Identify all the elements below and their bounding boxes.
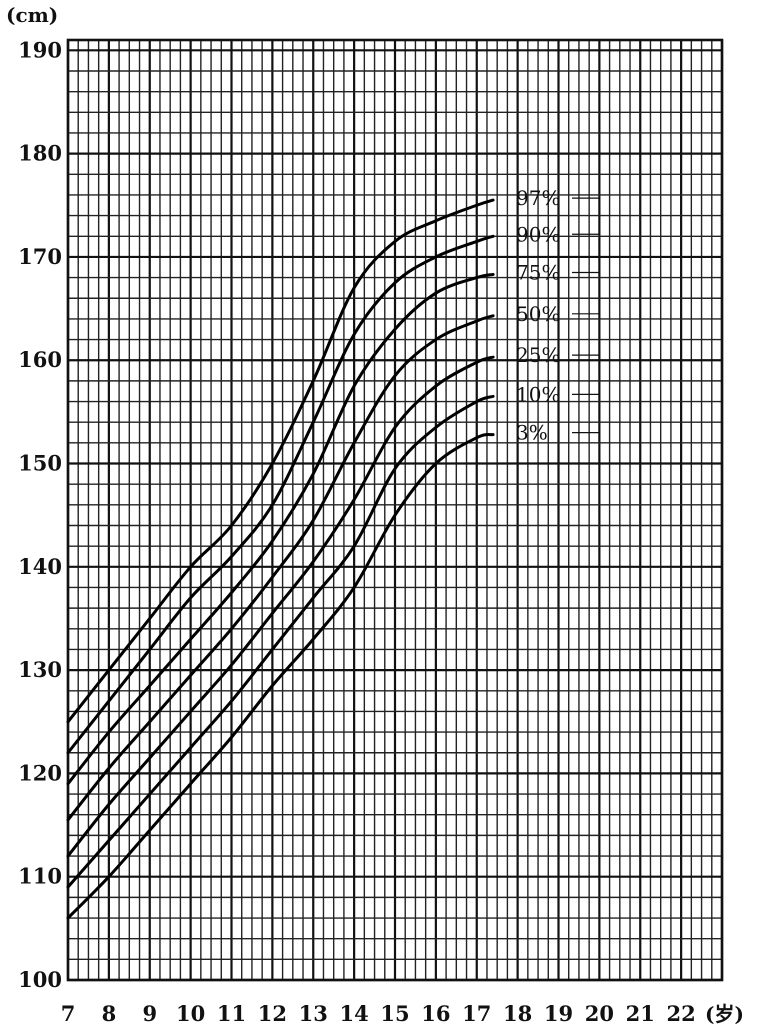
series-label-50pct: 50% [516,302,560,326]
series-line-90pct [66,234,495,755]
series-line-10pct [66,394,495,889]
x-tick-label: 20 [585,1001,614,1026]
series-line-75pct [66,272,495,786]
x-tick-label: 11 [217,1001,246,1026]
series-line-50pct [66,314,495,822]
y-tick-label: 100 [18,967,62,992]
x-unit-label: (岁) [705,1002,744,1026]
x-tick-label: 19 [544,1001,573,1026]
y-tick-label: 190 [18,37,62,62]
y-tick-label: 120 [18,760,62,785]
x-tick-label: 15 [380,1001,409,1026]
x-tick-label: 13 [299,1001,328,1026]
y-tick-labels: 100 110 120 130 140 150 160 170 180 190 [18,37,62,992]
series-labels: 97% 90% 75% 50% 25% 10% 3% [516,186,600,445]
x-tick-label: 8 [102,1001,117,1026]
x-tick-label: 9 [142,1001,157,1026]
x-tick-labels: 7 8 9 10 11 12 13 14 15 16 17 18 19 20 21 22 [61,1001,696,1026]
series-label-97pct: 97% [516,186,560,210]
y-tick-label: 160 [18,347,62,372]
x-tick-label: 21 [626,1001,655,1026]
x-tick-label: 16 [421,1001,450,1026]
percentile-curves [66,198,495,920]
x-tick-label: 10 [176,1001,205,1026]
series-line-25pct [66,355,495,858]
y-tick-label: 170 [18,244,62,269]
series-label-90pct: 90% [516,222,560,246]
series-label-75pct: 75% [516,260,560,284]
series-label-25pct: 25% [516,343,560,367]
plot-frame [66,38,724,982]
y-tick-label: 140 [18,554,62,579]
x-tick-label: 12 [258,1001,287,1026]
x-tick-label: 17 [462,1001,491,1026]
x-tick-label: 7 [61,1001,76,1026]
x-tick-label: 18 [503,1001,532,1026]
series-label-10pct: 10% [516,382,560,406]
y-tick-label: 130 [18,657,62,682]
x-tick-label: 14 [340,1001,369,1026]
series-line-3pct [66,433,495,920]
y-tick-label: 180 [18,141,62,166]
x-tick-label: 22 [667,1001,696,1026]
series-label-3pct: 3% [516,421,548,445]
y-unit-label: (cm) [6,3,58,27]
series-line-97pct [66,198,495,724]
y-tick-label: 150 [18,451,62,476]
grid [66,40,724,982]
y-tick-label: 110 [18,864,62,889]
